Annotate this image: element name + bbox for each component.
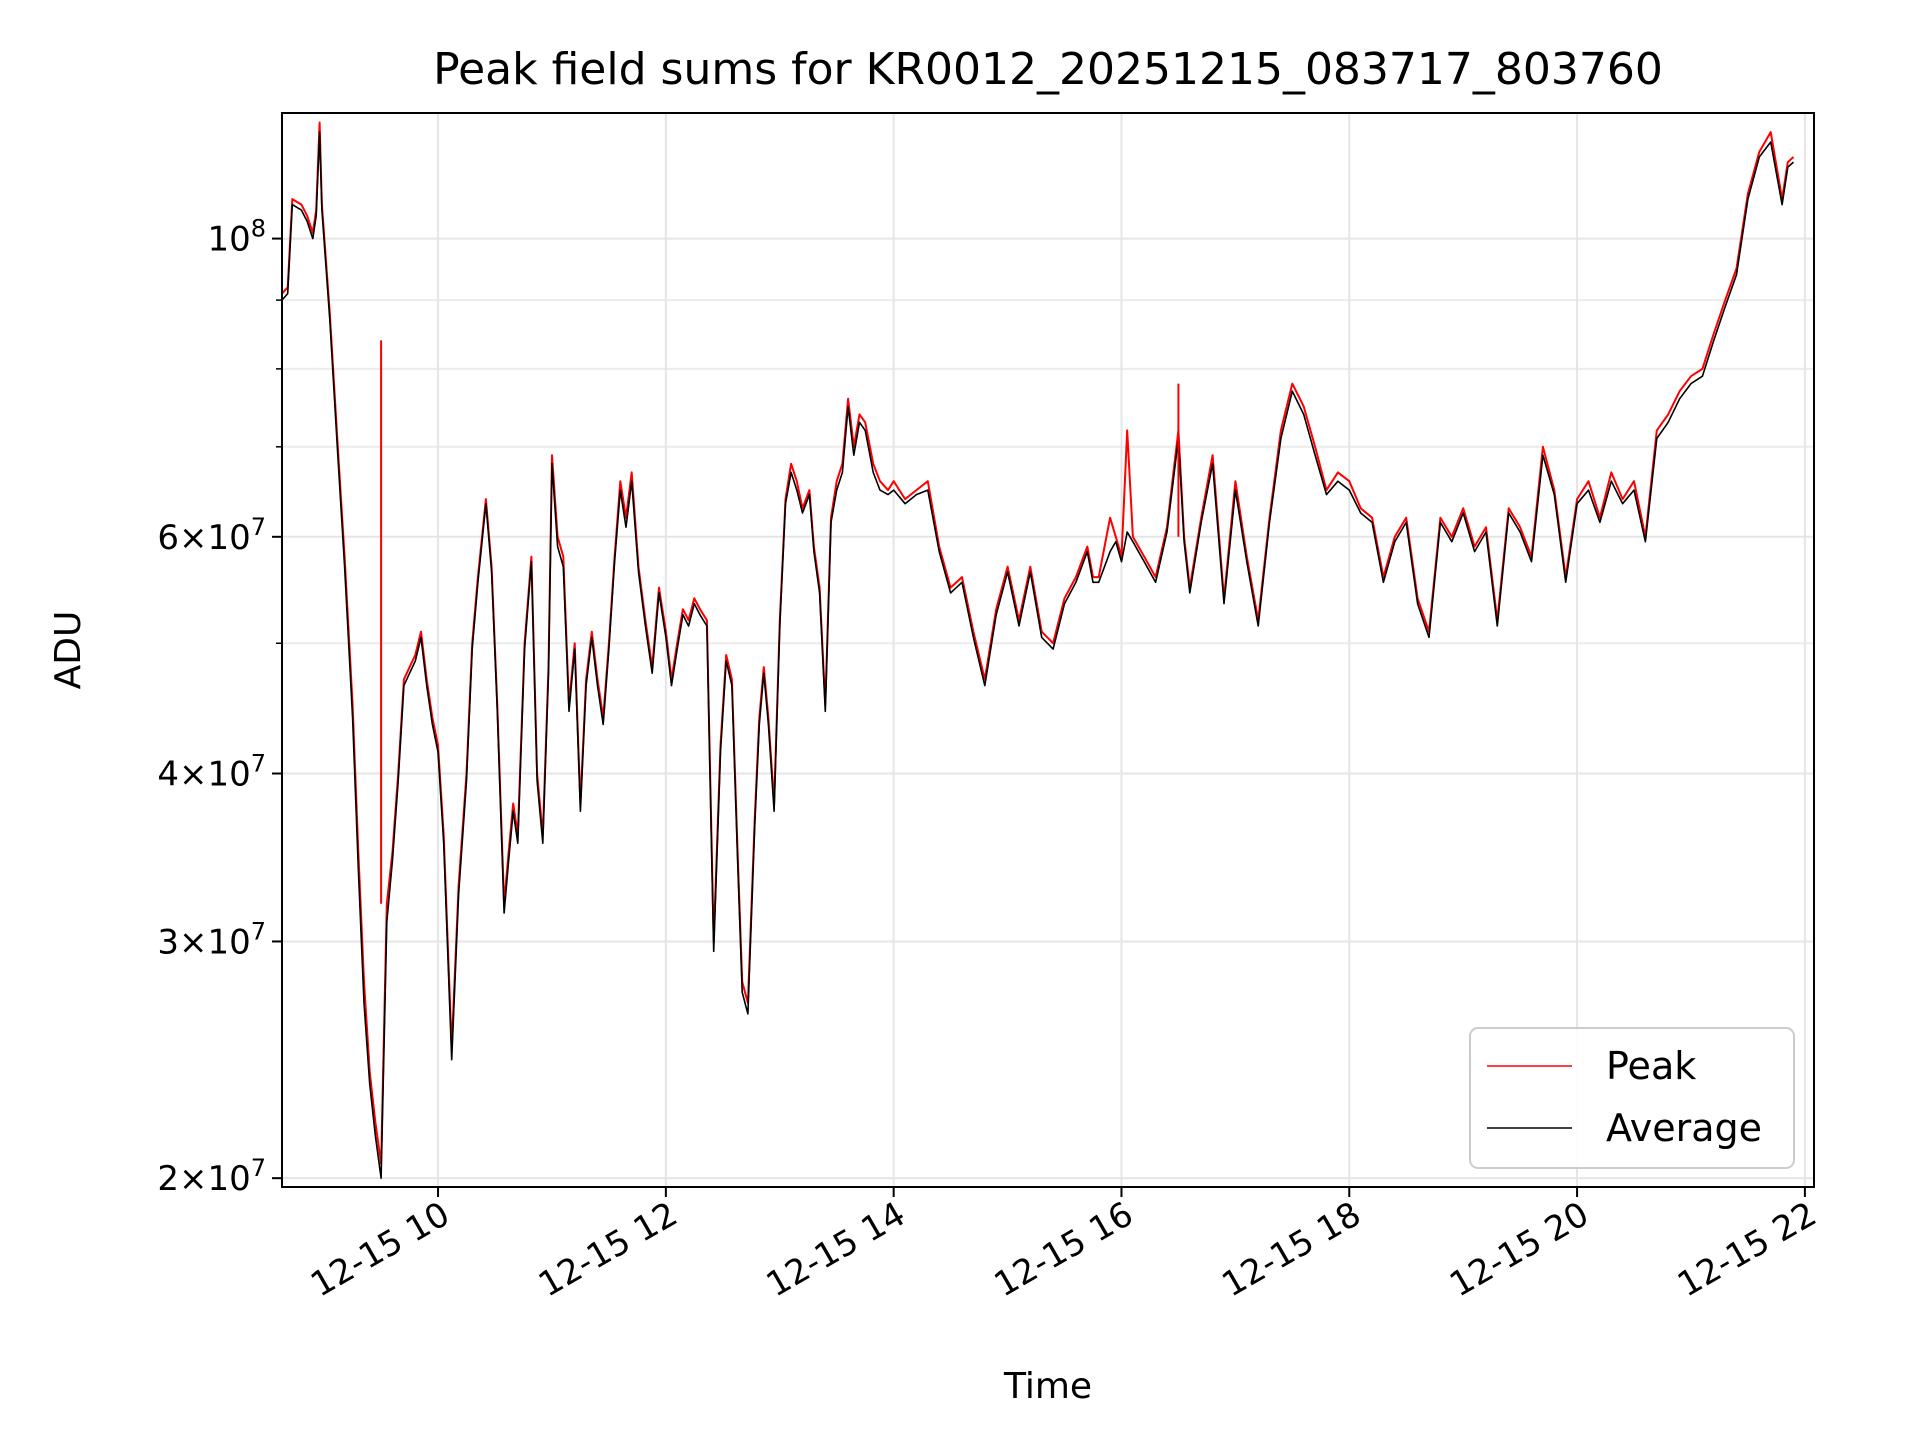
y-tick-label: 2×107 [157,1154,266,1199]
series-line-average [282,131,1795,1179]
y-tick-label: 108 [207,215,266,260]
y-tick-label: 4×107 [157,750,266,795]
legend: Peak Average [1469,1027,1795,1169]
y-axis-ticks: 2×107 3×107 4×107 6×107 108 [157,215,282,1199]
series-lines [282,121,1795,1179]
legend-label-average: Average [1606,1106,1762,1150]
plot-frame [281,112,1815,1188]
legend-box [1469,1027,1795,1169]
y-tick-label: 6×107 [157,513,266,558]
chart-title: Peak field sums for KR0012_20251215_0837… [433,44,1663,95]
y-axis-label: ADU [48,611,89,690]
x-axis-label: Time [1003,1366,1092,1407]
legend-label-peak: Peak [1606,1044,1696,1088]
y-tick-label: 3×107 [157,917,266,962]
